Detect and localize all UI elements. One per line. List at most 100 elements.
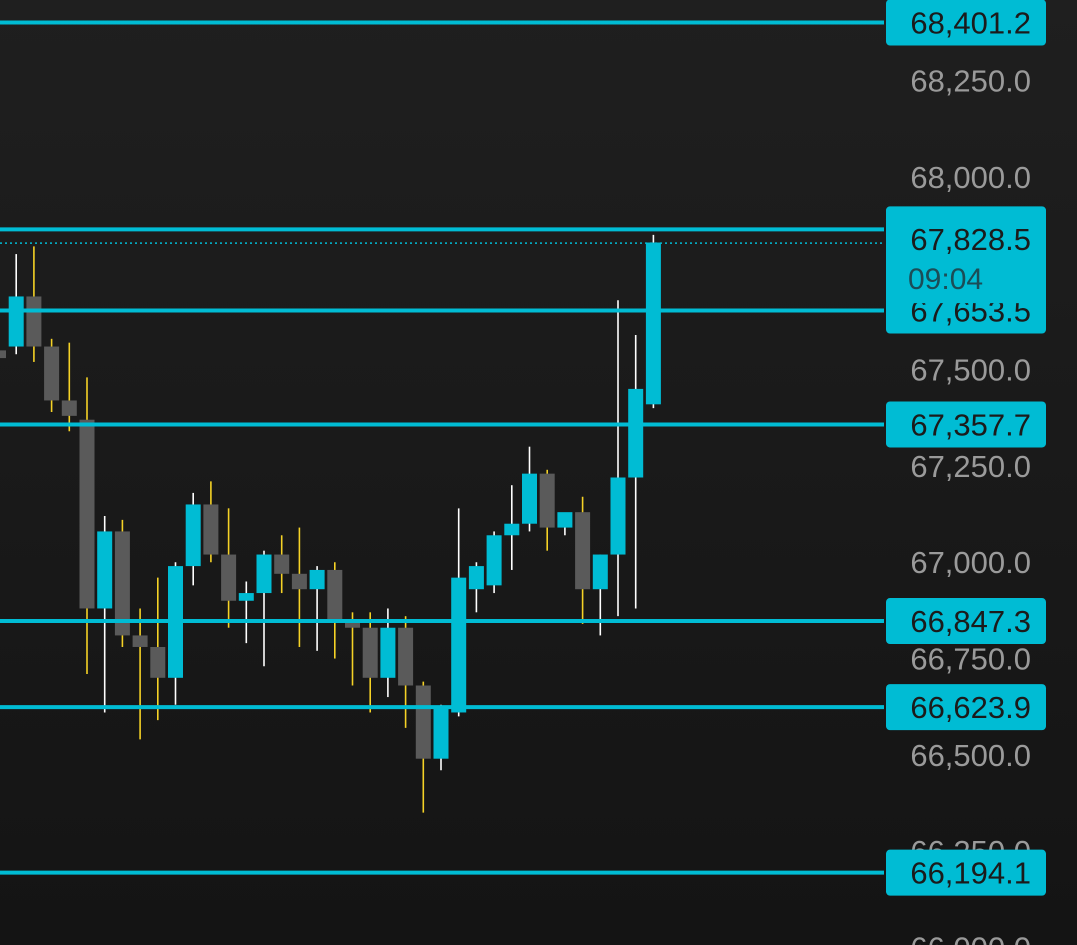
- level-price-tag-bg: [886, 684, 1046, 731]
- level-price-tag-bg: [886, 0, 1046, 46]
- candle-body: [203, 504, 219, 555]
- candle-body: [398, 627, 414, 686]
- candle[interactable]: [61, 342, 77, 432]
- level-price-label: 66,194.1: [910, 856, 1031, 891]
- level-price-tag[interactable]: 66,847.3: [886, 598, 1046, 645]
- candle[interactable]: [327, 562, 343, 659]
- candle[interactable]: [44, 338, 60, 413]
- price-tick-label: 67,250.0: [910, 449, 1031, 484]
- last-price-tag-bg: [886, 215, 1046, 304]
- candle-body: [61, 400, 77, 416]
- candle-body: [557, 512, 573, 528]
- level-price-label: 67,357.7: [910, 407, 1031, 442]
- price-axis: 68,250.0 68,000.0 67,500.0 67,250.0 67,000.0…: [910, 64, 1031, 945]
- candle[interactable]: [380, 608, 396, 698]
- candle[interactable]: [539, 469, 555, 551]
- candle[interactable]: [309, 566, 325, 651]
- level-price-tag[interactable]: 66,194.1: [886, 849, 1046, 896]
- candle-body: [274, 554, 290, 574]
- level-price-label: 68,401.2: [910, 6, 1031, 41]
- level-price-tags: 68,401.267,864.367,653.567,357.766,847.3…: [886, 0, 1046, 896]
- candle-body: [221, 554, 237, 601]
- candle-body: [592, 554, 608, 590]
- candle-body: [628, 388, 644, 478]
- level-price-tag[interactable]: 67,357.7: [886, 401, 1046, 448]
- price-tick-label: 68,250.0: [910, 64, 1031, 99]
- candle[interactable]: [185, 492, 201, 586]
- candle[interactable]: [132, 608, 148, 740]
- last-price-tag[interactable]: 67,828.5 09:04: [886, 215, 1046, 304]
- level-price-tag[interactable]: 68,401.2: [886, 0, 1046, 46]
- candle[interactable]: [486, 531, 502, 594]
- candle[interactable]: [592, 554, 608, 636]
- candle-body: [238, 593, 254, 601]
- candle-body: [575, 512, 591, 590]
- candle-body: [415, 685, 431, 759]
- candle-body: [256, 554, 272, 594]
- candle[interactable]: [8, 254, 24, 355]
- candle-body: [97, 531, 113, 609]
- candle[interactable]: [433, 704, 449, 771]
- candle[interactable]: [575, 496, 591, 624]
- candle[interactable]: [0, 331, 6, 370]
- candle-body: [185, 504, 201, 567]
- candle-body: [645, 242, 661, 405]
- candle[interactable]: [150, 577, 166, 721]
- candle[interactable]: [203, 481, 219, 563]
- candle-body: [291, 573, 307, 590]
- candle-countdown-label: 09:04: [908, 263, 983, 296]
- level-price-tag-bg: [886, 598, 1046, 645]
- candle[interactable]: [451, 508, 467, 717]
- candle[interactable]: [114, 519, 130, 647]
- level-price-label: 66,847.3: [910, 604, 1031, 639]
- candle-body: [0, 350, 6, 359]
- candle-body: [327, 569, 343, 621]
- candle[interactable]: [291, 527, 307, 647]
- candle-body: [132, 635, 148, 647]
- candle-body: [610, 477, 626, 555]
- candle[interactable]: [557, 512, 573, 536]
- candle-body: [380, 627, 396, 678]
- candle-body: [451, 577, 467, 713]
- price-tick-label: 66,750.0: [910, 642, 1031, 677]
- price-tick-label: 67,000.0: [910, 545, 1031, 580]
- candle[interactable]: [168, 562, 183, 705]
- candle[interactable]: [79, 377, 95, 674]
- candle-body: [8, 296, 24, 347]
- candle[interactable]: [645, 234, 661, 409]
- candle[interactable]: [256, 550, 272, 667]
- candle[interactable]: [274, 535, 290, 594]
- candle[interactable]: [26, 246, 42, 362]
- level-price-tag-bg: [886, 849, 1046, 896]
- candle-body: [539, 473, 555, 528]
- candle[interactable]: [468, 562, 484, 613]
- horizontal-levels: [0, 20, 884, 875]
- candle-body: [522, 473, 537, 524]
- candle-body: [309, 569, 325, 590]
- candle[interactable]: [398, 616, 414, 728]
- candle-body: [26, 296, 42, 347]
- candle-body: [362, 627, 378, 678]
- candle-body: [114, 531, 130, 636]
- candle-body: [504, 523, 520, 536]
- candle-body: [433, 708, 449, 759]
- level-price-tag[interactable]: 66,623.9: [886, 684, 1046, 731]
- level-price-tag-bg: [886, 401, 1046, 448]
- candle-body: [79, 419, 95, 609]
- level-price-label: 66,623.9: [910, 690, 1031, 725]
- candle[interactable]: [415, 681, 431, 813]
- candle[interactable]: [610, 300, 626, 617]
- candle[interactable]: [362, 612, 378, 713]
- candle[interactable]: [97, 516, 113, 713]
- candle[interactable]: [238, 581, 254, 644]
- candle[interactable]: [628, 334, 644, 609]
- candle[interactable]: [522, 446, 537, 532]
- candle-body: [468, 566, 484, 590]
- price-tick-label: 66,500.0: [910, 738, 1031, 773]
- candle[interactable]: [221, 508, 237, 628]
- candle[interactable]: [345, 612, 360, 686]
- price-tick-label: 68,000.0: [910, 160, 1031, 195]
- candle[interactable]: [504, 485, 520, 570]
